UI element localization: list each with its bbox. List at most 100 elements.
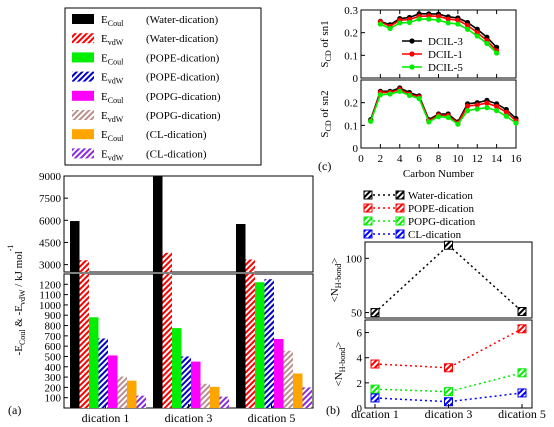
bar [181, 356, 191, 408]
legend-marker [409, 51, 415, 57]
bar [70, 221, 80, 272]
legend-label: CL-dication [408, 229, 462, 241]
bar [245, 259, 255, 272]
bar [162, 274, 172, 408]
scd-point [494, 103, 500, 110]
bar [153, 176, 163, 272]
panel-a-bar-chart: 3000 4500 6000 7500 9000 10020030040050060070… [6, 171, 314, 425]
scd-point [474, 102, 480, 108]
y-tick-label: 300 [45, 372, 62, 384]
bar [172, 328, 182, 408]
hbond-point [444, 387, 453, 397]
bar [264, 279, 274, 408]
bar [117, 376, 127, 408]
legend-swatch [72, 52, 94, 63]
x-tick-label: dication 1 [351, 407, 399, 421]
bar [98, 338, 108, 408]
y-tick-label: 800 [45, 321, 62, 333]
legend-label: EvdW [101, 72, 124, 86]
scd-line [369, 90, 517, 126]
scd-point [474, 106, 480, 112]
bar [210, 386, 220, 408]
bar [89, 317, 99, 408]
bar [79, 274, 89, 408]
legend-marker [363, 216, 373, 226]
bar [236, 274, 246, 408]
bar [136, 395, 146, 408]
x-tick-label: 10 [452, 153, 464, 165]
y-tick-label: 0.1 [344, 120, 358, 132]
y-tick-label: 100 [346, 253, 363, 265]
y-tick-label: 1200 [39, 279, 62, 291]
y-tick-label: 7500 [39, 193, 62, 205]
y-tick-label: 500 [45, 351, 62, 363]
hbond-point [517, 324, 527, 334]
panel-a-legend: ECoul (Water-dication) EvdW (Water-dication… [64, 7, 262, 166]
scd-point [387, 25, 393, 32]
legend-marker [363, 229, 373, 239]
scd-y-label: SCD of sn2 [319, 90, 333, 137]
legend-marker [409, 64, 415, 70]
bar [219, 396, 229, 408]
scd-point [464, 26, 471, 32]
x-tick-label: 14 [491, 153, 503, 165]
legend-swatch [72, 148, 94, 159]
legend-label: ECoul [101, 52, 124, 66]
scd-point [416, 95, 422, 102]
x-axis-label: Carbon Number [403, 168, 475, 180]
upper-axis-frame [63, 175, 314, 273]
scd-point [397, 88, 403, 94]
scd-line [369, 88, 517, 125]
scd-point [387, 91, 393, 97]
y-tick-label: 100 [45, 393, 62, 405]
y-tick-label: 4500 [39, 237, 62, 249]
legend-label: POPE-dication [408, 203, 474, 215]
y-tick-label: 0 [353, 143, 359, 155]
hbond-y-label: <NH-bond> [329, 258, 343, 303]
scd-point [513, 120, 519, 126]
scd-point [464, 103, 471, 109]
hbond-point [370, 393, 380, 403]
legend-desc: (POPE-dication) [146, 72, 220, 84]
hbond-point [517, 306, 527, 316]
bar [191, 361, 201, 408]
panel-c-order-parameter-chart: 0 0.1 0.2 0.3 SCD of sn1 0 0.1 0.2 SCD of sn2 0 2 4… [319, 5, 522, 180]
y-tick-label: 4 [357, 353, 363, 365]
scd-point [377, 92, 383, 98]
legend-desc: (POPG-dication) [146, 110, 221, 122]
legend-desc: (CL-dication) [146, 148, 207, 160]
legend-label: Water-dication [408, 190, 473, 202]
scd-point [426, 16, 432, 22]
y-tick-label: 0.2 [344, 28, 358, 40]
y-tick-label: 0.1 [344, 50, 358, 62]
scd-point [464, 22, 471, 29]
hbond-point [517, 368, 527, 378]
x-tick-label: 6 [416, 153, 422, 165]
hbond-point [370, 308, 380, 318]
scd-point [494, 108, 500, 114]
legend-desc: (CL-dication) [146, 129, 207, 141]
scd-point [435, 114, 442, 120]
legend-swatch [72, 71, 94, 82]
scd-point [503, 113, 509, 119]
scd-point [494, 50, 500, 56]
legend-label: ECoul [101, 91, 124, 105]
legend-marker [395, 216, 405, 226]
y-axis-label: -ECoul & -EvdW / kJ mol-1 [6, 245, 27, 356]
scd-point [445, 16, 451, 22]
legend-desc: (Water-dication) [146, 33, 219, 45]
legend-swatch [72, 90, 94, 101]
legend-label: ECoul [101, 14, 124, 28]
legend-marker [363, 203, 373, 213]
bar [302, 387, 312, 408]
legend-marker [395, 229, 405, 239]
panel-label-a: (a) [8, 403, 21, 417]
legend-swatch [72, 33, 94, 44]
y-tick-label: 0 [353, 73, 359, 85]
legend-label: DCIL-3 [428, 36, 463, 48]
x-tick-label: 8 [436, 153, 442, 165]
scd-point [435, 17, 442, 23]
scd-point [455, 17, 461, 23]
hbond-point [444, 240, 453, 250]
